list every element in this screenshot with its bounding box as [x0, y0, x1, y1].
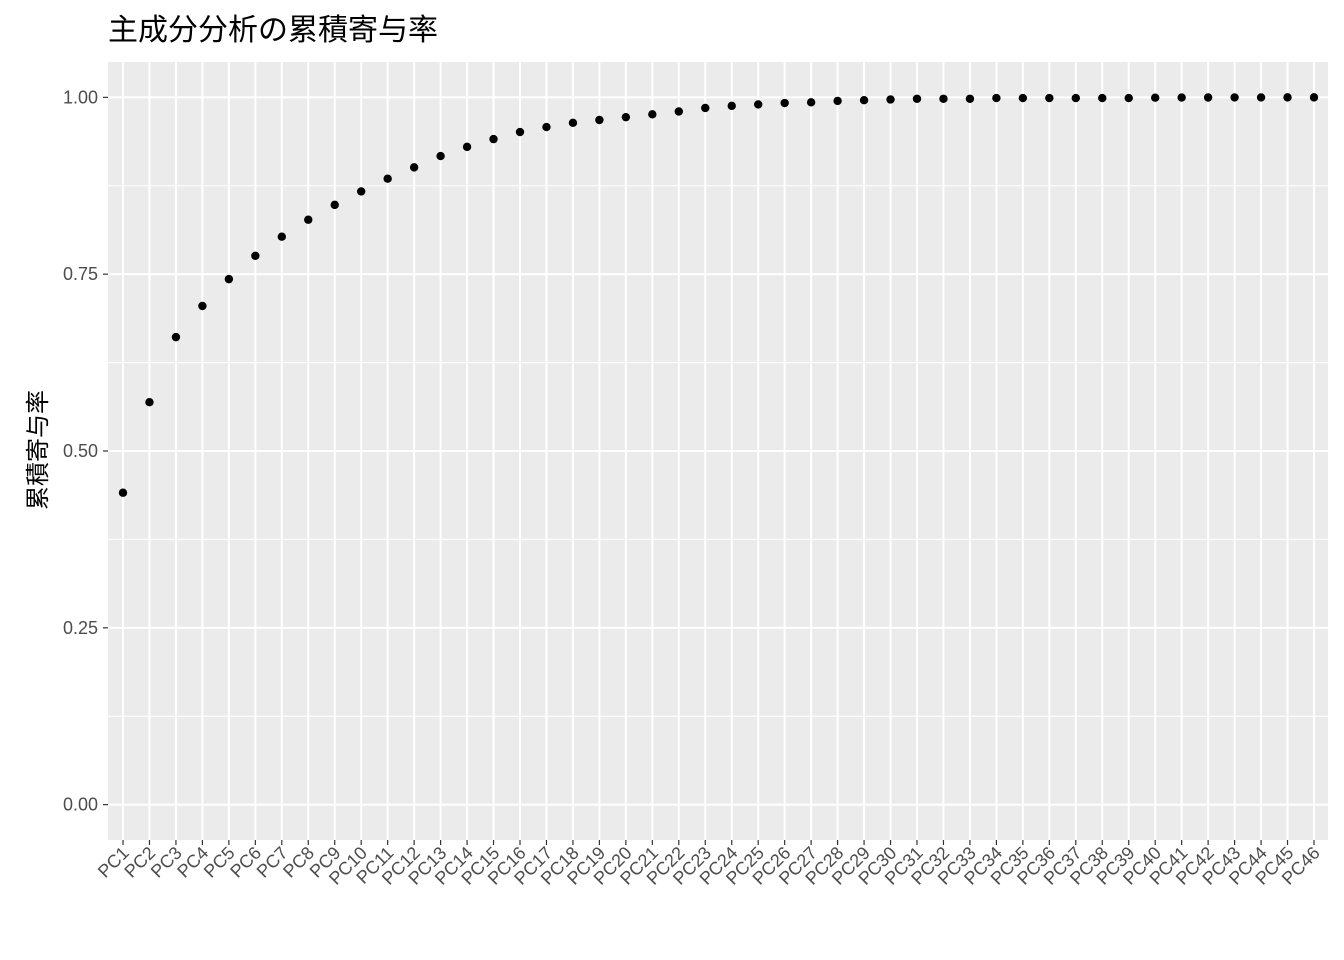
data-point [1256, 93, 1266, 102]
data-point [701, 103, 710, 113]
data-point [648, 110, 657, 119]
data-point [1177, 93, 1186, 102]
data-point [1018, 93, 1028, 103]
data-point [754, 100, 763, 109]
data-point [515, 127, 525, 137]
y-tick-label: 0.75 [63, 264, 98, 284]
data-point [912, 94, 922, 103]
data-point [1098, 93, 1107, 103]
data-point [462, 142, 472, 152]
data-point [727, 101, 736, 111]
data-point [595, 115, 604, 125]
data-point [489, 134, 498, 144]
grid-minor-y [108, 185, 1328, 717]
data-point [621, 112, 631, 122]
chart-title: 主成分分析の累積寄与率 [108, 13, 438, 48]
y-tick-label: 0.00 [63, 795, 98, 815]
y-axis-label: 累積寄与率 [24, 390, 52, 510]
data-point [806, 98, 816, 107]
y-tick-label: 0.50 [63, 441, 98, 461]
data-point [1230, 93, 1239, 102]
grid-major-x [122, 62, 1315, 840]
data-points [118, 93, 1319, 497]
data-point [1151, 93, 1160, 102]
data-point [145, 397, 154, 407]
data-point [859, 95, 869, 105]
data-point [965, 94, 975, 103]
y-tick-label: 0.25 [63, 618, 98, 638]
data-point [357, 187, 366, 196]
y-axis-ticks: 0.00 0.25 0.50 0.75 1.00 [63, 87, 108, 815]
data-point [1283, 93, 1292, 102]
data-point [1309, 93, 1319, 102]
data-point [1203, 93, 1213, 102]
data-point [780, 98, 789, 108]
y-tick-label: 1.00 [63, 87, 98, 107]
data-point [568, 118, 578, 128]
data-point [198, 301, 207, 311]
data-point [1045, 93, 1054, 103]
x-axis-ticks: PC1PC2PC3PC4PC5PC6PC7PC8PC9PC10PC11PC12P… [94, 840, 1324, 889]
data-point [1124, 93, 1133, 103]
data-point [1071, 93, 1081, 103]
data-point [833, 96, 842, 106]
data-point [304, 215, 313, 224]
data-point [992, 93, 1001, 103]
data-point [409, 163, 419, 172]
data-point [383, 174, 392, 183]
data-point [886, 95, 895, 104]
data-point [542, 122, 551, 132]
data-point [277, 232, 286, 241]
data-point [251, 251, 260, 260]
data-point [330, 200, 339, 210]
data-point [674, 107, 683, 116]
data-point [118, 488, 128, 497]
data-point [939, 94, 948, 103]
data-point [436, 151, 445, 161]
data-point [224, 274, 234, 284]
data-point [171, 332, 181, 342]
